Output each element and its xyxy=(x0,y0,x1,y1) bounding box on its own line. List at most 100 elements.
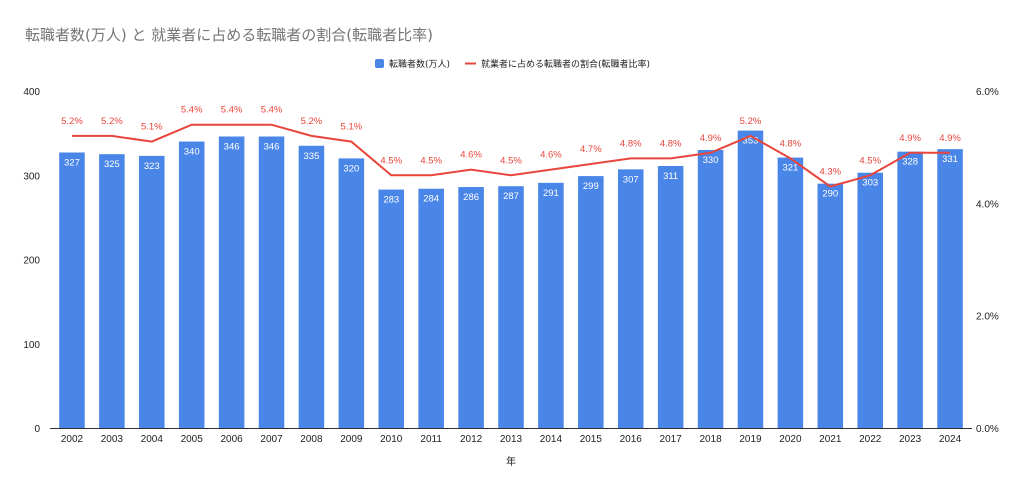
right-tick-label: 0.0% xyxy=(976,424,999,435)
bar-data-labels: 327 325 323 340 346 346 335 320 283 284 286 287 291 2… xyxy=(64,136,958,206)
bar xyxy=(498,186,524,428)
line-value-label: 5.4% xyxy=(221,105,243,116)
bar-value-label: 303 xyxy=(862,178,878,189)
bar-value-label: 321 xyxy=(782,163,798,174)
line-value-label: 4.8% xyxy=(780,138,802,149)
right-axis-ticks: 0.0% 2.0% 4.0% 6.0% xyxy=(976,87,999,435)
x-tick-label: 2012 xyxy=(460,434,483,445)
bar xyxy=(737,130,764,428)
left-axis-ticks: 0 100 200 300 400 xyxy=(23,87,40,435)
bar xyxy=(857,172,883,428)
x-tick-label: 2016 xyxy=(620,434,643,445)
line-value-label: 5.2% xyxy=(61,116,83,127)
right-tick-label: 4.0% xyxy=(976,199,999,210)
line-value-label: 5.1% xyxy=(141,122,163,133)
bar-value-label: 286 xyxy=(463,192,479,203)
line-value-label: 4.5% xyxy=(859,155,881,166)
bar-value-label: 290 xyxy=(822,189,838,200)
bar xyxy=(937,149,963,428)
bar xyxy=(298,145,325,428)
bar xyxy=(139,155,165,428)
bar xyxy=(258,136,285,428)
line-value-label: 4.8% xyxy=(620,138,642,149)
bar xyxy=(178,141,205,429)
x-tick-label: 2003 xyxy=(101,434,124,445)
x-tick-label: 2017 xyxy=(660,434,683,445)
x-tick-label: 2007 xyxy=(260,434,283,445)
bar xyxy=(99,154,125,428)
bar-value-label: 299 xyxy=(583,181,599,192)
right-tick-label: 6.0% xyxy=(976,87,999,98)
bar-value-label: 284 xyxy=(423,194,439,205)
x-tick-label: 2022 xyxy=(859,434,882,445)
bar-value-label: 287 xyxy=(503,191,519,202)
x-tick-label: 2015 xyxy=(580,434,603,445)
x-tick-label: 2020 xyxy=(779,434,802,445)
line-value-label: 5.1% xyxy=(341,122,363,133)
bar-value-label: 335 xyxy=(304,151,320,162)
x-tick-label: 2011 xyxy=(420,434,442,445)
bar-value-label: 327 xyxy=(64,158,80,169)
left-tick-label: 100 xyxy=(23,340,40,351)
line-value-label: 4.6% xyxy=(460,150,482,161)
bar xyxy=(458,187,484,428)
bar-value-label: 291 xyxy=(543,188,559,199)
bar-series xyxy=(59,130,963,429)
x-tick-label: 2004 xyxy=(141,434,164,445)
right-tick-label: 2.0% xyxy=(976,312,999,323)
line-value-label: 5.4% xyxy=(261,105,283,116)
x-tick-label: 2009 xyxy=(340,434,363,445)
x-tick-label: 2005 xyxy=(181,434,204,445)
line-value-label: 4.5% xyxy=(500,155,522,166)
line-value-label: 4.9% xyxy=(939,133,961,144)
x-tick-label: 2024 xyxy=(939,434,962,445)
line-value-label: 4.6% xyxy=(540,150,562,161)
line-value-label: 5.4% xyxy=(181,105,203,116)
line-data-labels: 5.2% 5.2% 5.1% 5.4% 5.4% 5.4% 5.2% 5.1% 4.5% 4.5%… xyxy=(61,105,961,178)
ratio-line xyxy=(72,123,950,188)
line-value-label: 4.9% xyxy=(899,133,921,144)
bar xyxy=(538,182,564,428)
bar-value-label: 320 xyxy=(343,163,359,174)
x-axis-ticks: 2002 2003 2004 2005 2006 2007 2008 2009 2010 2011… xyxy=(61,434,962,445)
bar-value-label: 346 xyxy=(224,141,240,152)
bar-value-label: 328 xyxy=(902,157,918,168)
x-tick-label: 2018 xyxy=(699,434,722,445)
x-tick-label: 2010 xyxy=(380,434,403,445)
bar xyxy=(378,189,405,428)
chart-title: 転職者数(万人) と 就業者に占める転職者の割合(転職者比率) xyxy=(25,26,433,44)
x-tick-label: 2023 xyxy=(899,434,922,445)
bar xyxy=(338,158,365,428)
line-value-label: 4.9% xyxy=(700,133,722,144)
bar-value-label: 307 xyxy=(623,174,639,185)
bar-value-label: 311 xyxy=(663,171,678,182)
bar-value-label: 323 xyxy=(144,161,160,172)
bar xyxy=(897,151,923,428)
bar-value-label: 353 xyxy=(743,136,759,147)
legend: 転職者数(万人) 就業者に占める転職者の割合(転職者比率) xyxy=(375,58,650,70)
bar xyxy=(657,165,684,429)
line-value-label: 4.5% xyxy=(420,155,442,166)
bar-value-label: 331 xyxy=(942,154,958,165)
line-value-label: 5.2% xyxy=(740,116,762,127)
line-value-label: 4.5% xyxy=(380,155,402,166)
x-tick-label: 2019 xyxy=(739,434,762,445)
left-tick-label: 200 xyxy=(23,256,40,267)
line-value-label: 5.2% xyxy=(101,116,123,127)
bar xyxy=(418,188,444,428)
x-tick-label: 2008 xyxy=(300,434,323,445)
left-tick-label: 0 xyxy=(34,424,40,435)
bar-value-label: 325 xyxy=(104,159,120,170)
bar xyxy=(578,176,604,428)
bar xyxy=(817,183,844,428)
bar xyxy=(777,157,804,428)
bar xyxy=(59,152,85,428)
x-tick-label: 2006 xyxy=(220,434,243,445)
left-tick-label: 300 xyxy=(23,171,40,182)
bar-value-label: 330 xyxy=(703,155,719,166)
line-value-label: 4.7% xyxy=(580,144,602,155)
legend-bar-swatch xyxy=(375,59,384,68)
x-tick-label: 2013 xyxy=(500,434,523,445)
bar-value-label: 346 xyxy=(264,141,280,152)
